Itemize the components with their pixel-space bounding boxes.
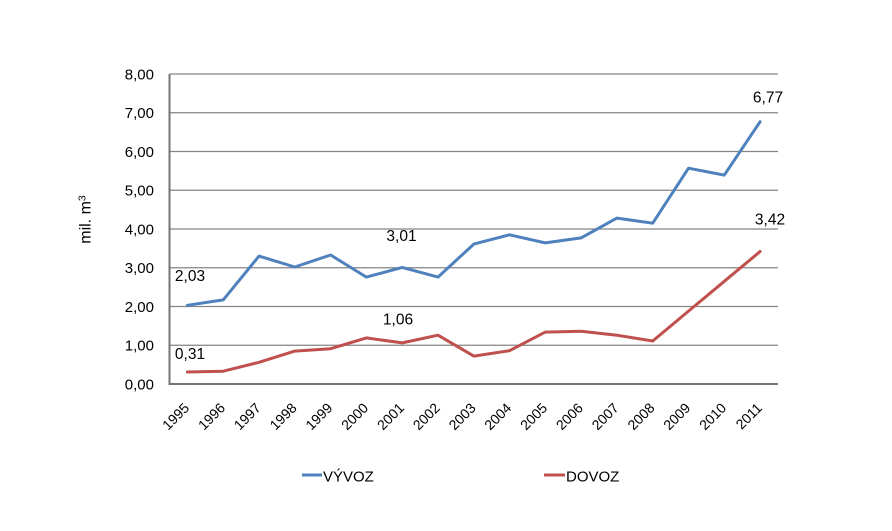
svg-text:3,00: 3,00 (125, 260, 154, 277)
svg-text:0,00: 0,00 (125, 376, 154, 393)
svg-text:mil. m3: mil. m3 (77, 195, 95, 244)
svg-text:8,00: 8,00 (125, 66, 154, 83)
svg-text:0,31: 0,31 (175, 346, 205, 363)
svg-text:2,03: 2,03 (175, 268, 205, 285)
svg-text:VÝVOZ: VÝVOZ (323, 469, 374, 486)
svg-text:3,01: 3,01 (386, 228, 416, 245)
svg-text:3,42: 3,42 (755, 211, 785, 228)
svg-text:5,00: 5,00 (125, 183, 154, 200)
svg-text:DOVOZ: DOVOZ (566, 469, 619, 486)
svg-text:1,00: 1,00 (125, 338, 154, 355)
svg-text:2,00: 2,00 (125, 299, 154, 316)
svg-text:1,06: 1,06 (383, 311, 413, 328)
svg-text:7,00: 7,00 (125, 105, 154, 122)
svg-text:6,77: 6,77 (753, 89, 783, 106)
svg-text:4,00: 4,00 (125, 221, 154, 238)
svg-text:6,00: 6,00 (125, 144, 154, 161)
